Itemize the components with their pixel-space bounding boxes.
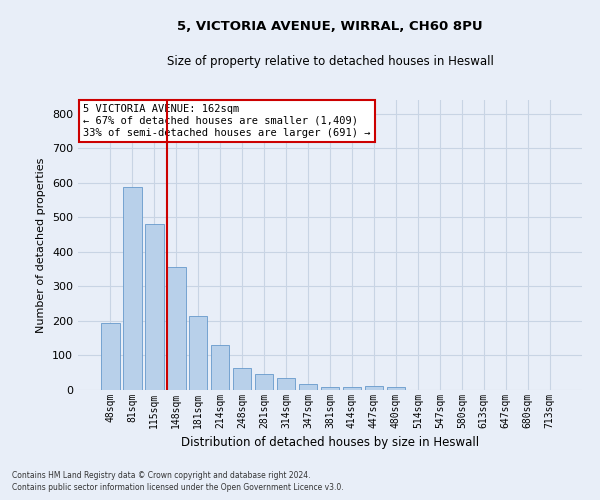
Bar: [233, 368, 251, 390]
Text: 5, VICTORIA AVENUE, WIRRAL, CH60 8PU: 5, VICTORIA AVENUE, WIRRAL, CH60 8PU: [177, 20, 483, 33]
Text: 5 VICTORIA AVENUE: 162sqm
← 67% of detached houses are smaller (1,409)
33% of se: 5 VICTORIA AVENUE: 162sqm ← 67% of detac…: [83, 104, 371, 138]
Y-axis label: Number of detached properties: Number of detached properties: [37, 158, 46, 332]
Bar: [277, 378, 295, 390]
Text: Contains public sector information licensed under the Open Government Licence v3: Contains public sector information licen…: [12, 483, 344, 492]
Bar: [211, 345, 229, 390]
Bar: [320, 386, 340, 390]
Bar: [145, 224, 164, 390]
Bar: [101, 324, 119, 390]
Bar: [343, 386, 361, 390]
Bar: [386, 387, 405, 390]
Bar: [167, 268, 185, 390]
X-axis label: Distribution of detached houses by size in Heswall: Distribution of detached houses by size …: [181, 436, 479, 450]
Bar: [123, 187, 142, 390]
Bar: [255, 374, 274, 390]
Text: Contains HM Land Registry data © Crown copyright and database right 2024.: Contains HM Land Registry data © Crown c…: [12, 470, 311, 480]
Bar: [299, 384, 317, 390]
Bar: [189, 316, 208, 390]
Bar: [365, 386, 383, 390]
Text: Size of property relative to detached houses in Heswall: Size of property relative to detached ho…: [167, 55, 493, 68]
